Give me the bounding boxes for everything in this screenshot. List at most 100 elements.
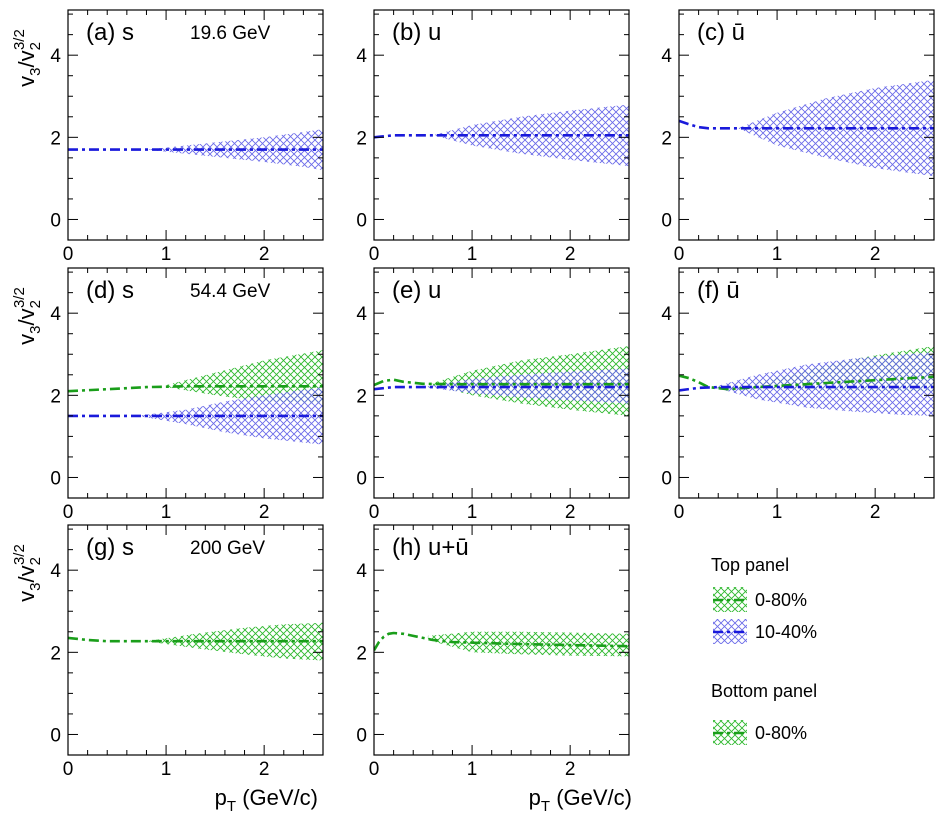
x-tick-label: 0 xyxy=(63,244,74,265)
panel-f: 0 1 2 0 2 4 (f) ū xyxy=(661,267,935,523)
panel-e: 0 1 2 0 2 4 (e) u xyxy=(356,267,630,523)
series-line-d-0 xyxy=(68,385,323,393)
panel-label-c: (c) ū xyxy=(697,19,745,46)
y-tick-label: 4 xyxy=(661,304,672,325)
y-tick-label: 4 xyxy=(356,304,367,325)
x-tick-label: 2 xyxy=(259,244,270,265)
y-tick-label: 0 xyxy=(50,468,61,489)
panel-label-f: (f) ū xyxy=(697,277,740,304)
panel-frame-e xyxy=(373,267,630,499)
y-tick-label: 2 xyxy=(50,386,61,407)
x-tick-label: 0 xyxy=(369,759,380,780)
y-tick-label: 2 xyxy=(356,386,367,407)
panel-label-e: (e) u xyxy=(392,277,441,304)
panels: 0 1 2 0 2 4 (a) s 19.6 GeV 0 1 2 0 2 4 (b) u 0 1 2 0 2 4 (c) … xyxy=(50,9,935,780)
x-tick-label: 2 xyxy=(870,244,881,265)
panel-frame-b xyxy=(373,9,630,241)
y-tick-label: 0 xyxy=(356,210,367,231)
y-tick-label: 4 xyxy=(356,46,367,67)
x-tick-label: 0 xyxy=(369,244,380,265)
panel-a: 0 1 2 0 2 4 (a) s 19.6 GeV xyxy=(50,9,324,265)
x-tick-label: 0 xyxy=(63,502,74,523)
x-tick-label: 2 xyxy=(565,244,576,265)
x-tick-label: 1 xyxy=(772,244,783,265)
y-tick-label: 0 xyxy=(356,468,367,489)
legend-bottom-entry-0: 0-80% xyxy=(713,720,807,745)
y-tick-label: 4 xyxy=(50,561,61,582)
y-tick-label: 4 xyxy=(50,304,61,325)
plot-area-b xyxy=(374,104,629,167)
x-tick-label: 1 xyxy=(467,759,478,780)
x-tick-label: 1 xyxy=(467,502,478,523)
y-tick-label: 0 xyxy=(661,468,672,489)
x-tick-label: 0 xyxy=(63,759,74,780)
plot-area-d xyxy=(68,350,323,445)
axis-titles: v3/v23/2 v3/v23/2 v3/v23/2 pT (GeV/c) pT (Ge… xyxy=(11,29,632,815)
panel-d: 0 1 2 0 2 4 (d) s 54.4 GeV xyxy=(50,267,324,523)
panel-b: 0 1 2 0 2 4 (b) u xyxy=(356,9,630,265)
band-c-0 xyxy=(737,79,934,177)
panel-frame-c xyxy=(678,9,935,241)
y-tick-label: 2 xyxy=(661,128,672,149)
series-line-e-1 xyxy=(374,385,629,391)
energy-label-a: 19.6 GeV xyxy=(190,23,271,44)
panel-frame-h xyxy=(373,524,630,756)
series-line-h-0 xyxy=(374,631,629,651)
y-tick-label: 2 xyxy=(356,643,367,664)
x-tick-label: 0 xyxy=(369,502,380,523)
x-tick-label: 1 xyxy=(161,244,172,265)
legend-bottom-title: Bottom panel xyxy=(711,681,817,701)
x-tick-label: 0 xyxy=(674,502,685,523)
legend-label: 0-80% xyxy=(755,590,807,610)
panel-c: 0 1 2 0 2 4 (c) ū xyxy=(661,9,935,265)
x-tick-label: 1 xyxy=(467,244,478,265)
panel-frame-g xyxy=(67,524,324,756)
y-axis-title-row-1: v3/v23/2 xyxy=(11,29,44,87)
panel-label-g: (g) s xyxy=(86,534,134,561)
series-line-b-0 xyxy=(374,134,629,139)
legend: Top panel 0-80% 10-40% Bottom panel 0-80% xyxy=(711,555,817,745)
y-tick-label: 0 xyxy=(50,725,61,746)
x-tick-label: 2 xyxy=(565,759,576,780)
energy-label-d: 54.4 GeV xyxy=(190,281,271,302)
plot-area-e xyxy=(374,346,629,416)
panel-label-h: (h) u+ū xyxy=(392,534,469,561)
x-tick-label: 2 xyxy=(565,502,576,523)
x-tick-label: 1 xyxy=(161,502,172,523)
x-tick-label: 0 xyxy=(674,244,685,265)
plot-area-f xyxy=(679,346,934,416)
x-tick-label: 2 xyxy=(870,502,881,523)
x-tick-label: 1 xyxy=(161,759,172,780)
x-tick-label: 1 xyxy=(772,502,783,523)
y-tick-label: 4 xyxy=(661,46,672,67)
y-axis-title-row-2: v3/v23/2 xyxy=(11,287,44,345)
legend-top-entry-0: 0-80% xyxy=(713,587,807,612)
panel-g: 0 1 2 0 2 4 (g) s 200 GeV xyxy=(50,524,324,780)
y-tick-label: 4 xyxy=(50,46,61,67)
y-tick-label: 0 xyxy=(661,210,672,231)
legend-top-title: Top panel xyxy=(711,555,789,575)
x-tick-label: 2 xyxy=(259,759,270,780)
panel-frame-f xyxy=(678,267,935,499)
panel-label-b: (b) u xyxy=(392,19,441,46)
panel-frame-a xyxy=(67,9,324,241)
series-line-c-0 xyxy=(679,119,934,130)
plot-area-g xyxy=(68,622,323,661)
y-tick-label: 2 xyxy=(356,128,367,149)
panel-label-a: (a) s xyxy=(86,19,134,46)
y-tick-label: 4 xyxy=(356,561,367,582)
y-tick-label: 2 xyxy=(50,643,61,664)
legend-label: 10-40% xyxy=(755,622,817,642)
y-axis-title-row-3: v3/v23/2 xyxy=(11,544,44,602)
panel-label-d: (d) s xyxy=(86,277,134,304)
legend-top-entry-1: 10-40% xyxy=(713,619,817,644)
x-tick-label: 2 xyxy=(259,502,270,523)
plot-area-a xyxy=(68,129,323,171)
band-b-0 xyxy=(432,104,629,167)
y-tick-label: 0 xyxy=(50,210,61,231)
band-d-0 xyxy=(166,350,323,404)
energy-label-g: 200 GeV xyxy=(190,538,265,559)
band-g-0 xyxy=(146,622,323,661)
band-a-0 xyxy=(146,129,323,171)
